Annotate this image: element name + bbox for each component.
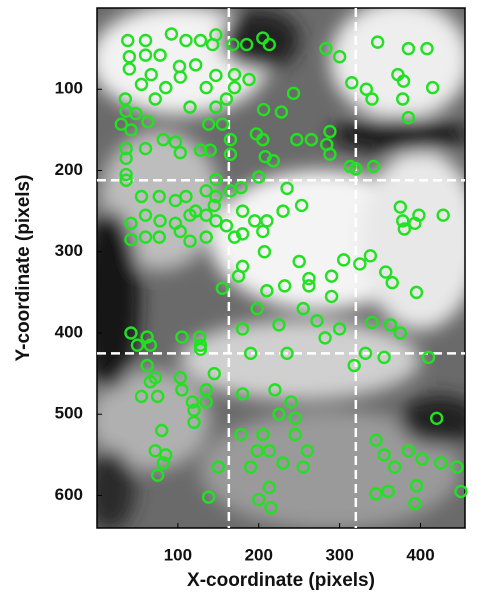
x-axis-label: X-coordinate (pixels) — [187, 570, 375, 591]
y-tick-label: 200 — [55, 160, 83, 179]
chart: X-coordinate (pixels) Y-coordinate (pixe… — [0, 0, 478, 596]
y-tick-label: 100 — [55, 79, 83, 98]
y-tick-label: 300 — [55, 241, 83, 260]
y-axis-label: Y-coordinate (pixels) — [13, 175, 34, 362]
x-tick-label: 400 — [406, 545, 434, 564]
x-tick-label: 200 — [245, 545, 273, 564]
x-tick-label: 100 — [164, 545, 192, 564]
y-tick-label: 500 — [55, 404, 83, 423]
y-tick-label: 600 — [55, 485, 83, 504]
x-tick-label: 300 — [325, 545, 353, 564]
y-tick-label: 400 — [55, 322, 83, 341]
